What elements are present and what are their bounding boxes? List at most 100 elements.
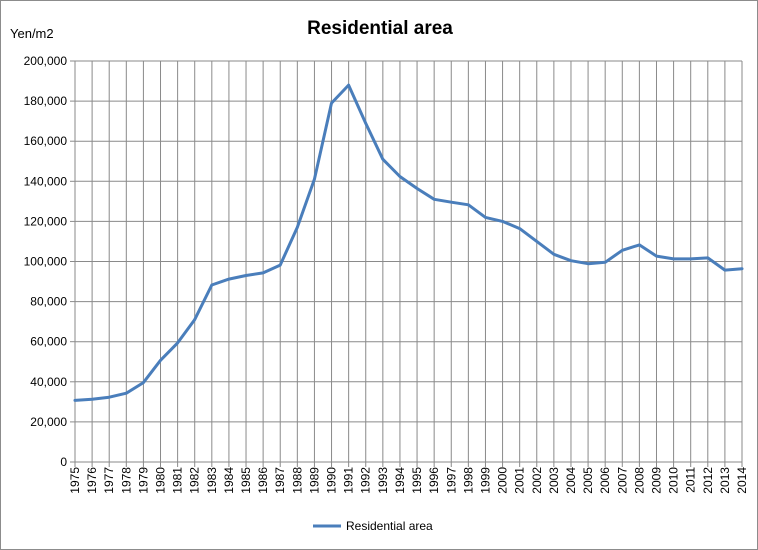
legend-label: Residential area [346, 519, 433, 533]
x-tick-label: 1999 [478, 467, 492, 494]
grid-lines [74, 60, 743, 463]
y-axis-ticks: 0 20,000 40,000 60,000 80,000 100,000 120,000 1… [24, 54, 75, 469]
data-point [193, 318, 196, 321]
data-point [467, 203, 470, 206]
data-point [381, 158, 385, 161]
data-point [142, 381, 145, 384]
data-point [706, 256, 709, 260]
x-tick-label: 1987 [273, 467, 287, 494]
data-point [261, 271, 265, 275]
data-point [279, 263, 282, 267]
x-tick-label: 2002 [530, 467, 544, 494]
data-point [621, 249, 624, 252]
x-tick-label: 1992 [359, 467, 373, 494]
data-point [432, 198, 436, 201]
x-tick-label: 1982 [188, 467, 202, 494]
data-point [73, 399, 77, 402]
data-point [330, 101, 333, 105]
data-point [740, 267, 744, 270]
data-point [125, 392, 128, 395]
data-point [227, 277, 231, 281]
legend: Residential area [313, 519, 433, 533]
data-point [518, 227, 521, 230]
x-tick-label: 2013 [718, 467, 732, 494]
y-tick-label: 200,000 [24, 54, 68, 68]
x-tick-label: 1993 [376, 467, 390, 494]
data-point [159, 359, 162, 362]
x-tick-label: 2006 [598, 467, 612, 494]
x-tick-label: 1977 [102, 467, 116, 494]
x-axis-ticks: 1975 1976 1977 1978 1979 1980 1981 1982 1983 1984… [68, 462, 749, 494]
data-point [347, 83, 350, 87]
data-point [672, 257, 675, 261]
x-tick-label: 1979 [136, 467, 150, 494]
x-tick-label: 2005 [581, 467, 595, 494]
x-tick-label: 1983 [205, 467, 219, 494]
x-tick-label: 2008 [632, 467, 646, 494]
x-tick-label: 1997 [444, 467, 458, 494]
data-point [569, 259, 573, 262]
data-point [603, 261, 607, 264]
x-tick-label: 1990 [325, 467, 339, 494]
data-point [501, 220, 504, 223]
x-tick-label: 2004 [564, 467, 578, 494]
y-tick-label: 0 [60, 455, 67, 469]
x-tick-label: 2009 [649, 467, 663, 494]
x-tick-label: 2000 [496, 467, 510, 494]
y-tick-label: 60,000 [30, 335, 67, 349]
y-tick-label: 100,000 [24, 255, 68, 269]
y-axis-unit-label: Yen/m2 [10, 26, 54, 41]
x-tick-label: 1988 [290, 467, 304, 494]
x-tick-label: 1978 [119, 467, 133, 494]
x-tick-label: 2011 [684, 467, 698, 493]
data-point [415, 187, 419, 190]
x-tick-label: 1991 [342, 467, 356, 494]
x-tick-label: 1984 [222, 467, 236, 494]
data-point [244, 274, 248, 277]
y-tick-label: 40,000 [30, 375, 67, 389]
x-tick-label: 1985 [239, 467, 253, 494]
data-point [723, 268, 727, 272]
x-tick-label: 1995 [410, 467, 424, 494]
series-line [73, 83, 744, 402]
x-tick-label: 1996 [427, 467, 441, 494]
data-point [655, 254, 658, 258]
x-tick-label: 1975 [68, 467, 82, 494]
x-tick-label: 2010 [667, 467, 681, 494]
x-tick-label: 2012 [701, 467, 715, 494]
x-tick-label: 1980 [154, 467, 168, 494]
data-point [689, 257, 692, 261]
y-tick-label: 120,000 [24, 214, 68, 228]
x-tick-label: 2014 [735, 467, 749, 494]
x-tick-label: 2007 [615, 467, 629, 494]
series-layer [73, 83, 744, 402]
data-point [296, 226, 299, 229]
x-tick-label: 1994 [393, 467, 407, 494]
x-tick-label: 1976 [85, 467, 99, 494]
data-point [176, 341, 179, 345]
data-point [638, 243, 641, 247]
data-point [398, 175, 402, 178]
data-point [313, 178, 316, 181]
y-tick-label: 160,000 [24, 134, 68, 148]
y-tick-label: 20,000 [30, 415, 67, 429]
data-point [552, 253, 556, 256]
data-point [108, 396, 111, 399]
x-tick-label: 1989 [307, 467, 321, 494]
data-point [586, 262, 590, 265]
x-tick-label: 2001 [513, 467, 527, 494]
y-tick-label: 80,000 [30, 295, 67, 309]
data-point [364, 121, 367, 125]
chart-title: Residential area [307, 18, 453, 39]
y-tick-label: 180,000 [24, 94, 68, 108]
data-point [450, 200, 453, 204]
data-point [484, 216, 487, 219]
data-point [90, 398, 94, 401]
x-tick-label: 2003 [547, 467, 561, 494]
x-tick-label: 1986 [256, 467, 270, 494]
x-tick-label: 1981 [171, 467, 185, 494]
y-tick-label: 140,000 [24, 174, 68, 188]
x-tick-label: 1998 [461, 467, 475, 494]
